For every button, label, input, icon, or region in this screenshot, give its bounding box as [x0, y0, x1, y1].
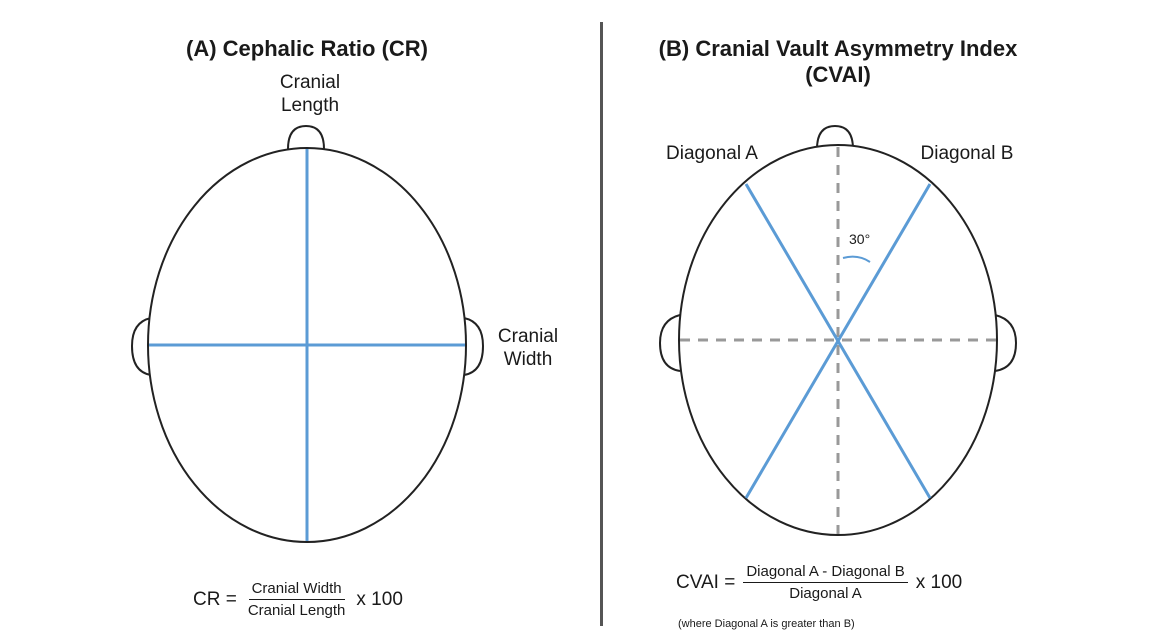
panel-a-title: (A) Cephalic Ratio (CR) — [186, 36, 428, 61]
cvai-fraction: Diagonal A - Diagonal B Diagonal A — [743, 563, 908, 602]
angle-arc — [842, 255, 871, 263]
cr-formula: CR = Cranial Width Cranial Length x 100 — [193, 580, 403, 619]
cranial-length-label-line2: Length — [280, 95, 340, 116]
panel-divider — [600, 22, 603, 626]
panel-b-title-line1: (B) Cranial Vault Asymmetry Index — [658, 36, 1018, 61]
diagonal-b-line — [744, 183, 932, 499]
cranial-width-label-line1: Cranial — [497, 326, 559, 347]
cr-numerator: Cranial Width — [248, 580, 345, 600]
nose-b — [816, 124, 854, 150]
cranial-length-label: Cranial Length — [250, 71, 370, 117]
cranial-width-label: Cranial Width — [478, 325, 578, 371]
ear-right-b — [994, 314, 1018, 372]
cvai-denominator: Diagonal A — [789, 585, 862, 602]
cvai-note: (where Diagonal A is greater than B) — [678, 618, 855, 630]
cvai-formula-lhs: CVAI = — [676, 571, 736, 593]
cvai-formula: CVAI = Diagonal A - Diagonal B Diagonal … — [676, 563, 962, 602]
cr-multiplier: x 100 — [356, 588, 403, 610]
ear-right-a — [463, 317, 485, 376]
diagonal-b-label: Diagonal B — [920, 143, 1014, 164]
ear-left-a — [130, 317, 152, 376]
cr-fraction: Cranial Width Cranial Length — [245, 580, 349, 619]
ear-left-b — [658, 314, 681, 372]
cr-formula-lhs: CR = — [193, 588, 237, 610]
cranial-width-label-line2: Width — [503, 349, 553, 370]
diagonal-a-label: Diagonal A — [666, 143, 758, 164]
cranial-length-label-line1: Cranial — [279, 72, 341, 93]
angle-label: 30° — [849, 231, 870, 247]
cr-denominator: Cranial Length — [247, 602, 346, 619]
panel-b-title: (B) Cranial Vault Asymmetry Index (CVAI) — [616, 36, 1060, 88]
nose-a — [287, 124, 325, 150]
cvai-multiplier: x 100 — [915, 571, 963, 593]
panel-b-title-line2: (CVAI) — [805, 62, 871, 87]
cvai-numerator: Diagonal A - Diagonal B — [743, 563, 908, 583]
